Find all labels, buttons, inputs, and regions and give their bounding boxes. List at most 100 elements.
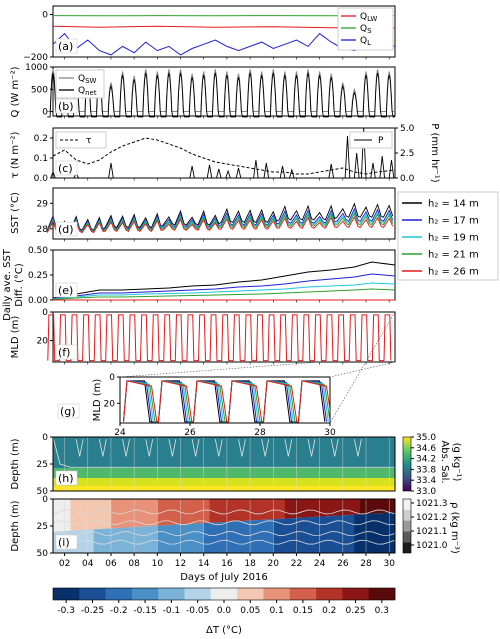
- dT-cell-top: [279, 499, 286, 519]
- dT-cell-bottom: [99, 528, 106, 553]
- dT-cell-top: [325, 499, 332, 517]
- legend-d-label-2: h₂ = 19 m: [428, 233, 479, 244]
- ytick-d-1: 29: [37, 199, 49, 209]
- xtick-g-1: 26: [184, 428, 196, 438]
- colorbar-salinity: [402, 436, 412, 492]
- rho-contour-2: [53, 531, 395, 536]
- ytick-f-0: 0: [42, 308, 48, 318]
- rho-contour-1: [53, 520, 395, 526]
- ytick-c-0: 0.0: [34, 174, 49, 184]
- xtick-i-10: 22: [291, 559, 302, 569]
- cbar-dt-tick-2: -0.2: [110, 606, 128, 616]
- dT-cell-bottom: [331, 515, 338, 553]
- ytick-c-right-0: 0.0: [400, 174, 415, 184]
- cbar-dt-tick-7: 0.05: [240, 606, 260, 616]
- xtick-g-3: 30: [324, 428, 336, 438]
- xlabel-days: Days of July 2016: [180, 572, 268, 583]
- ytick-e-1: 0.25: [28, 271, 48, 281]
- colorbar-dt-cell: [79, 588, 106, 600]
- dT-cell-bottom: [360, 514, 367, 553]
- dT-cell-bottom: [139, 526, 147, 553]
- dT-cell-top: [99, 499, 106, 529]
- dT-cell-top: [331, 499, 338, 516]
- dT-cell-bottom: [215, 522, 222, 553]
- cbar-dt-tick-3: -0.15: [133, 606, 156, 616]
- dT-cell-bottom: [348, 514, 355, 553]
- dT-cell-bottom: [93, 529, 100, 553]
- dT-cell-top: [151, 499, 158, 526]
- series-e-2: [52, 282, 396, 300]
- dT-cell-top: [308, 499, 315, 518]
- xtick-i-8: 18: [244, 559, 256, 569]
- cbar-rho-tick-2: 1021.1: [416, 527, 448, 537]
- series-b-qnet: [47, 72, 395, 118]
- ylabel-tau: τ (N m⁻²): [10, 132, 21, 179]
- ytick-h-2: 50: [37, 487, 49, 497]
- dT-cell-top: [284, 499, 292, 519]
- sal-contour-day-7: [122, 439, 130, 457]
- dT-cell-bottom: [337, 515, 344, 553]
- dT-cell-top: [342, 499, 350, 516]
- ylabel-sst-diff-1: Daily ave. SST: [2, 248, 13, 321]
- panel-label-f: (f): [58, 346, 70, 359]
- dT-cell-top: [122, 499, 129, 528]
- colorbar-dt-cell: [131, 588, 159, 600]
- legend-a-label-1: QS: [360, 24, 372, 35]
- dT-cell-bottom: [308, 517, 315, 553]
- dT-cell-bottom: [105, 528, 112, 553]
- cbar-rho-tick-3: 1021.0: [416, 541, 448, 551]
- panel-label-d: (d): [58, 223, 74, 236]
- colorbar-dt-cell: [53, 588, 80, 600]
- sal-contour-day-9: [145, 439, 154, 457]
- legend-d-label-0: h₂ = 14 m: [428, 199, 479, 210]
- ylabel-q: Q (W m⁻²): [10, 66, 21, 117]
- dT-cell-top: [296, 499, 303, 518]
- cbar-sal-tick-2: 34.2: [416, 455, 436, 465]
- dT-cell-bottom: [244, 520, 251, 553]
- dT-cell-top: [145, 499, 153, 527]
- dT-cell-top: [192, 499, 199, 524]
- dT-cell-top: [255, 499, 263, 521]
- dT-cell-bottom: [354, 514, 361, 553]
- xtick-i-14: 30: [383, 559, 395, 569]
- series-c-tau: [52, 137, 396, 175]
- xtick-i-13: 28: [360, 559, 372, 569]
- inset-connector-right: [329, 361, 396, 378]
- dT-cell-bottom: [267, 519, 274, 553]
- cbar-sal-tick-0: 35.0: [416, 433, 436, 443]
- legend-a-label-2: QL: [360, 36, 371, 47]
- dT-cell-top: [134, 499, 141, 527]
- sal-contour-day-5: [98, 439, 107, 457]
- xtick-g-2: 28: [254, 428, 266, 438]
- xtick-i-0: 02: [59, 559, 70, 569]
- series-g-4: [123, 380, 330, 423]
- xtick-i-1: 04: [82, 559, 94, 569]
- series-d-4: [46, 216, 394, 234]
- panel-label-b: (b): [58, 100, 74, 113]
- sal-contour-0: [53, 437, 395, 468]
- dT-cell-top: [221, 499, 228, 523]
- series-d-1: [46, 207, 394, 232]
- dT-cell-top: [319, 499, 326, 517]
- dT-cell-top: [371, 499, 379, 514]
- panel-label-g: (g): [60, 405, 76, 418]
- dT-cell-top: [383, 499, 390, 513]
- colorbar-dt-cell: [105, 588, 133, 600]
- dT-cell-top: [290, 499, 297, 519]
- ytick-h-1: 25: [37, 460, 48, 470]
- cbar-dt-tick-4: -0.1: [163, 606, 181, 616]
- dT-cell-top: [302, 499, 309, 518]
- cbar-dt-tick-1: -0.25: [81, 606, 104, 616]
- legend-c-tau-label: τ: [86, 136, 91, 146]
- dT-cell-bottom: [284, 518, 292, 553]
- dT-cell-top: [186, 499, 193, 524]
- colorbar-dt-cell: [342, 588, 369, 600]
- sal-contour-day-17: [238, 439, 246, 457]
- series-d-3: [46, 212, 394, 233]
- dT-cell-bottom: [342, 515, 350, 553]
- dT-cell-bottom: [221, 522, 228, 553]
- dT-cell-top: [377, 499, 384, 514]
- sal-contour-day-21: [284, 439, 293, 457]
- legend-a-box: [337, 7, 394, 51]
- colorbar-dt-cell: [184, 588, 212, 600]
